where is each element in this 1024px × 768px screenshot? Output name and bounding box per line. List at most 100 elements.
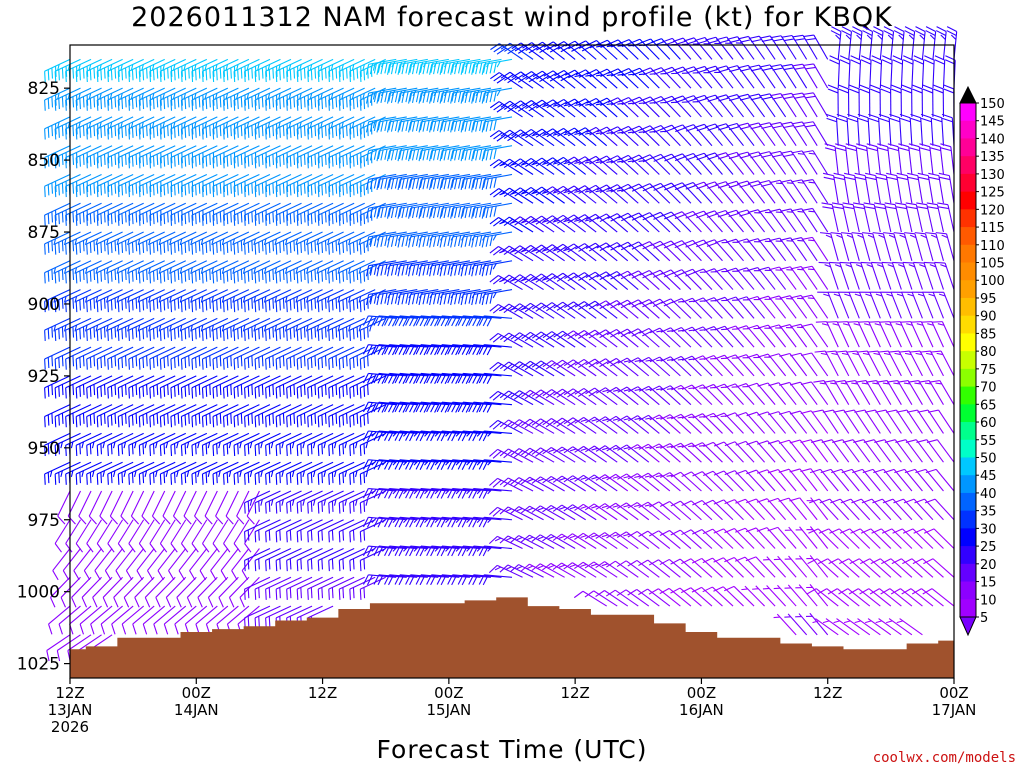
barb-feather (317, 157, 320, 169)
barb-feather (260, 441, 263, 449)
barb-feather (159, 99, 162, 111)
barb-feather (82, 96, 85, 108)
barb-feather (146, 297, 148, 309)
barb-feather (359, 445, 362, 457)
barb-feather (110, 98, 113, 110)
barb-staff (69, 605, 92, 625)
barb-feather (219, 326, 222, 338)
wind-barb (244, 231, 271, 255)
barb-feather (58, 127, 60, 138)
barb-feather (201, 330, 204, 341)
barb-feather (170, 186, 173, 198)
barb-feather (240, 297, 243, 309)
barb-feather (321, 328, 324, 340)
wind-barb (254, 461, 281, 485)
wind-barb (170, 317, 197, 341)
barb-feather (230, 240, 232, 252)
barb-feather (228, 470, 232, 478)
barb-staff (44, 317, 71, 331)
barb-feather (303, 125, 306, 137)
barb-feather (165, 597, 172, 608)
barb-feather (159, 416, 162, 428)
barb-feather (159, 128, 162, 140)
wind-barb (191, 260, 218, 284)
barb-feather (124, 240, 127, 252)
wind-barb (117, 404, 144, 428)
barb-feather (184, 155, 187, 167)
barb-feather (158, 238, 162, 246)
wind-barb (244, 375, 271, 399)
barb-staff (244, 260, 271, 274)
wind-barb (180, 87, 208, 111)
barb-feather (96, 358, 99, 370)
barb-staff (202, 404, 229, 417)
barb-feather (131, 357, 134, 369)
wind-barb (222, 87, 250, 111)
barb-staff (202, 202, 229, 216)
wind-barb (191, 432, 218, 457)
barb-feather (184, 357, 187, 369)
wind-barb (170, 173, 197, 198)
barb-staff (212, 404, 239, 417)
barb-feather (279, 587, 281, 599)
wind-barb (180, 231, 208, 255)
barb-feather (233, 123, 236, 135)
barb-feather (310, 357, 313, 369)
barb-feather (286, 358, 288, 370)
barb-feather (321, 414, 324, 426)
barb-feather (72, 326, 75, 338)
barb-staff (75, 58, 102, 72)
wind-barb (165, 576, 187, 608)
barb-feather (44, 358, 46, 370)
barb-feather (219, 211, 222, 223)
barb-feather (289, 443, 292, 455)
barb-staff (118, 173, 144, 187)
barb-feather (97, 94, 99, 106)
barb-feather (272, 67, 275, 79)
barb-feather (149, 123, 152, 135)
wind-barb (254, 404, 281, 428)
barb-feather (163, 242, 166, 253)
barb-staff (107, 87, 134, 101)
barb-feather (300, 184, 302, 196)
barb-feather (247, 529, 250, 541)
barb-feather (103, 125, 106, 137)
barb-feather (244, 589, 246, 600)
barb-feather (331, 127, 334, 138)
barb-feather (307, 71, 309, 83)
barb-staff (254, 116, 281, 130)
barb-feather (268, 558, 271, 570)
barb-feather (219, 384, 222, 396)
barb-feather (146, 384, 148, 396)
barb-feather (107, 301, 109, 313)
barb-staff (139, 461, 165, 475)
wind-barb (86, 432, 113, 457)
barb-feather (135, 96, 138, 108)
barb-feather (86, 128, 88, 140)
barb-feather (303, 384, 306, 396)
barb-feather (89, 155, 92, 167)
wind-barb (159, 346, 186, 370)
barb-feather (335, 269, 338, 281)
barb-staff (139, 58, 165, 72)
barb-feather (289, 472, 292, 484)
barb-feather (117, 358, 120, 370)
barb-feather (321, 357, 324, 369)
barb-feather (349, 330, 351, 341)
wind-barb (149, 375, 176, 399)
barb-feather (328, 416, 330, 428)
barb-staff (170, 375, 197, 389)
barb-feather (218, 470, 221, 478)
barb-feather (251, 154, 253, 165)
barb-feather (352, 328, 355, 340)
barb-feather (94, 570, 101, 581)
barb-feather (338, 243, 341, 255)
wind-barb (54, 231, 81, 255)
barb-feather (177, 384, 180, 396)
barb-staff (223, 202, 250, 216)
wind-barb (54, 519, 71, 553)
barb-feather (61, 269, 64, 281)
wind-barb (107, 432, 134, 457)
wind-barb (86, 231, 113, 255)
barb-feather (51, 96, 54, 108)
